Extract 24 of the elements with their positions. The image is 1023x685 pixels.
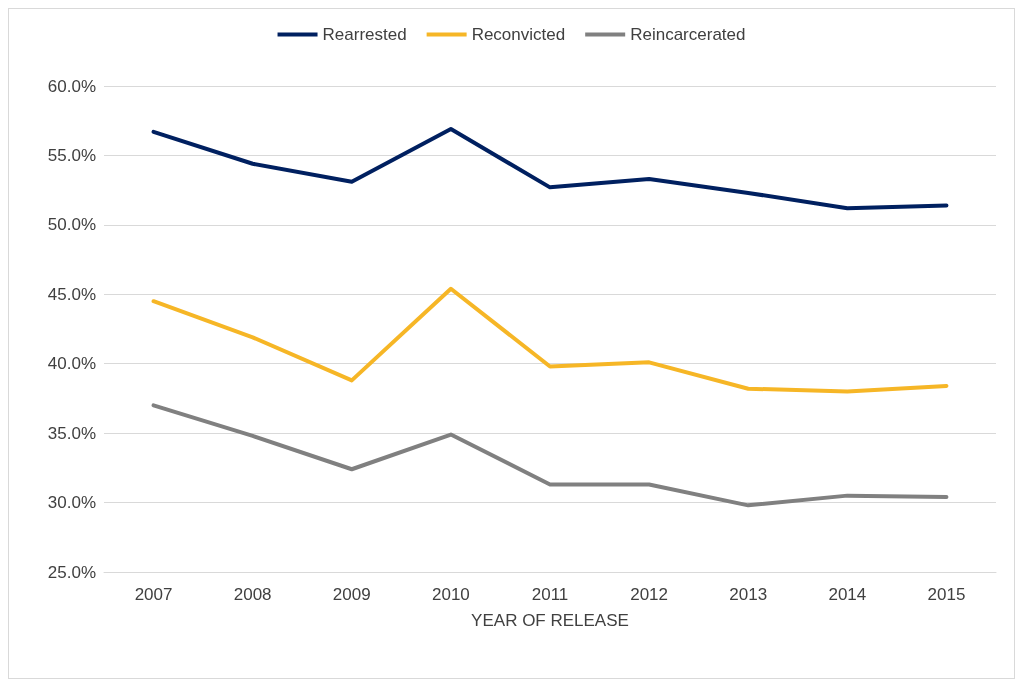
y-tick-label: 55.0% xyxy=(47,145,96,165)
y-tick-label: 60.0% xyxy=(47,76,96,96)
x-tick-label: 2014 xyxy=(828,585,867,604)
line-series xyxy=(151,286,949,394)
y-tick-label: 50.0% xyxy=(47,215,96,235)
x-tick-label: 2010 xyxy=(431,585,470,604)
line-series xyxy=(151,403,949,508)
legend-label: Reincarcerated xyxy=(630,25,746,44)
legend-label: Rearrested xyxy=(322,25,407,44)
x-tick-label: 2013 xyxy=(729,585,768,604)
x-tick-label: 2012 xyxy=(630,585,669,604)
y-tick-label: 25.0% xyxy=(47,562,96,582)
legend-label: Reconvicted xyxy=(471,25,566,44)
x-axis-title: YEAR OF RELEASE xyxy=(471,611,629,630)
line-series xyxy=(151,127,949,211)
y-tick-label: 40.0% xyxy=(47,354,96,374)
y-tick-label: 35.0% xyxy=(47,423,96,443)
y-tick-label: 30.0% xyxy=(47,493,96,513)
x-tick-label: 2009 xyxy=(332,585,371,604)
x-tick-label: 2008 xyxy=(233,585,272,604)
x-tick-label: 2011 xyxy=(531,585,569,604)
x-tick-label: 2007 xyxy=(134,585,173,604)
y-tick-label: 45.0% xyxy=(47,284,96,304)
x-tick-label: 2015 xyxy=(927,585,966,604)
